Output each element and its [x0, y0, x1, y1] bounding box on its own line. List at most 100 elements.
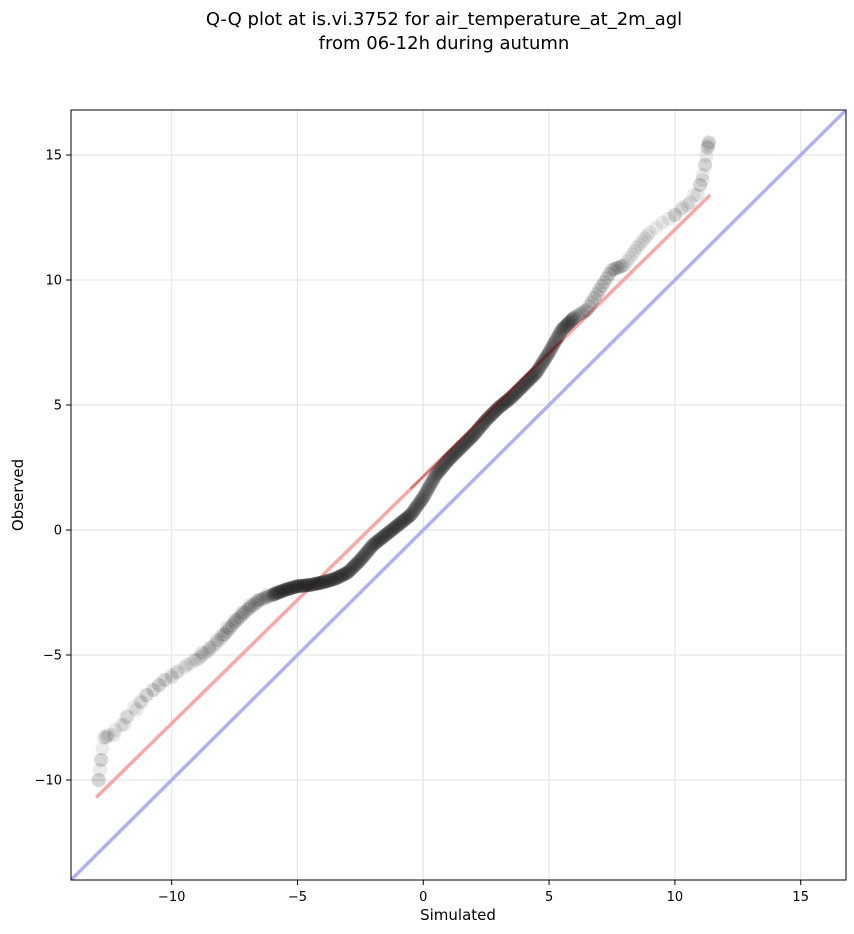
quantile-point [505, 389, 520, 404]
quantile-point [479, 413, 494, 427]
y-tick-label: −10 [35, 774, 62, 789]
quantile-point [324, 572, 339, 587]
quantile-point [300, 578, 315, 592]
quantile-point [209, 633, 224, 647]
quantile-point [524, 370, 539, 385]
chart-title-line1: Q-Q plot at is.vi.3752 for air_temperatu… [206, 9, 682, 30]
quantile-point [400, 510, 415, 525]
quantile-point [615, 259, 630, 273]
quantile-point [622, 251, 637, 265]
plot-area-content [71, 110, 846, 880]
quantile-point [385, 522, 400, 537]
quantile-point [599, 271, 614, 285]
quantile-point [341, 564, 356, 579]
quantile-point [387, 520, 402, 535]
quantile-point [394, 515, 409, 530]
quantile-point [267, 586, 282, 601]
quantile-point [197, 647, 212, 661]
quantile-point [572, 307, 587, 322]
quantile-point [448, 445, 463, 460]
quantile-point [507, 387, 522, 402]
quantile-point [152, 678, 167, 692]
x-tick-label: 10 [667, 890, 684, 905]
quantile-point [353, 553, 368, 567]
quantile-point [242, 601, 257, 615]
quantile-point [94, 753, 109, 767]
quantile-point [698, 158, 713, 172]
quantile-point [302, 578, 317, 593]
quantile-point [695, 168, 710, 182]
quantile-point [202, 640, 217, 655]
quantile-point [499, 394, 514, 409]
quantile-point [377, 528, 392, 543]
quantile-point [397, 513, 412, 527]
quantile-point [577, 304, 592, 319]
quantile-point [675, 200, 690, 215]
quantile-point [348, 557, 363, 572]
quantile-point [461, 433, 476, 448]
quantile-point [686, 188, 701, 202]
quantile-point [642, 225, 657, 240]
quantile-point [487, 404, 502, 419]
x-axis-label: Simulated [420, 906, 496, 924]
quantile-point [316, 575, 331, 590]
quantile-point [494, 398, 509, 413]
quantile-point [357, 547, 372, 562]
quantile-point [281, 581, 296, 596]
quantile-point [187, 653, 202, 667]
quantile-point [556, 321, 571, 336]
chart-title-line2: from 06-12h during autumn [319, 33, 570, 54]
quantile-point [96, 730, 111, 745]
quantile-point [543, 342, 558, 357]
quantile-point [327, 572, 342, 587]
quantile-point [139, 688, 154, 702]
quantile-point [482, 409, 497, 424]
quantile-point [597, 275, 612, 289]
quantile-point [299, 578, 314, 593]
quantile-point [528, 366, 543, 381]
quantile-point [421, 480, 436, 495]
quantile-point [291, 579, 306, 594]
quantile-point [458, 436, 473, 451]
quantile-point [308, 576, 323, 591]
quantile-point [367, 536, 382, 551]
quantile-point [592, 283, 607, 297]
quantile-point [92, 763, 107, 777]
quantile-point [587, 291, 602, 305]
quantile-point [640, 228, 655, 243]
quantile-point [530, 364, 545, 379]
quantile-point [441, 453, 456, 467]
quantile-point [381, 525, 396, 540]
quantile-point [101, 728, 116, 742]
quantile-point [147, 683, 162, 697]
quantile-point [294, 578, 309, 593]
quantile-point [314, 575, 329, 590]
quantile-point [484, 407, 499, 422]
quantile-point [436, 458, 451, 473]
quantile-point [152, 678, 167, 692]
quantile-point [473, 419, 488, 434]
quantile-point [425, 474, 440, 489]
quantile-point [352, 553, 367, 568]
quantile-point [343, 562, 358, 577]
quantile-point [286, 580, 301, 595]
quantile-point [350, 555, 365, 570]
y-axis-label: Observed [9, 459, 27, 531]
quantile-point [457, 436, 472, 451]
quantile-point [560, 317, 575, 332]
quantile-point [317, 574, 332, 589]
quantile-point [284, 581, 299, 596]
quantile-point [607, 262, 622, 276]
quantile-point [518, 376, 533, 391]
quantile-point [275, 584, 290, 599]
quantile-point [610, 261, 625, 275]
quantile-point [464, 429, 479, 444]
quantile-point [493, 399, 508, 414]
quantile-point [501, 392, 516, 407]
quantile-point [475, 417, 490, 432]
quantile-point [288, 579, 303, 594]
quantile-point [562, 314, 577, 329]
quantile-point [468, 425, 483, 440]
quantile-point [361, 543, 376, 558]
